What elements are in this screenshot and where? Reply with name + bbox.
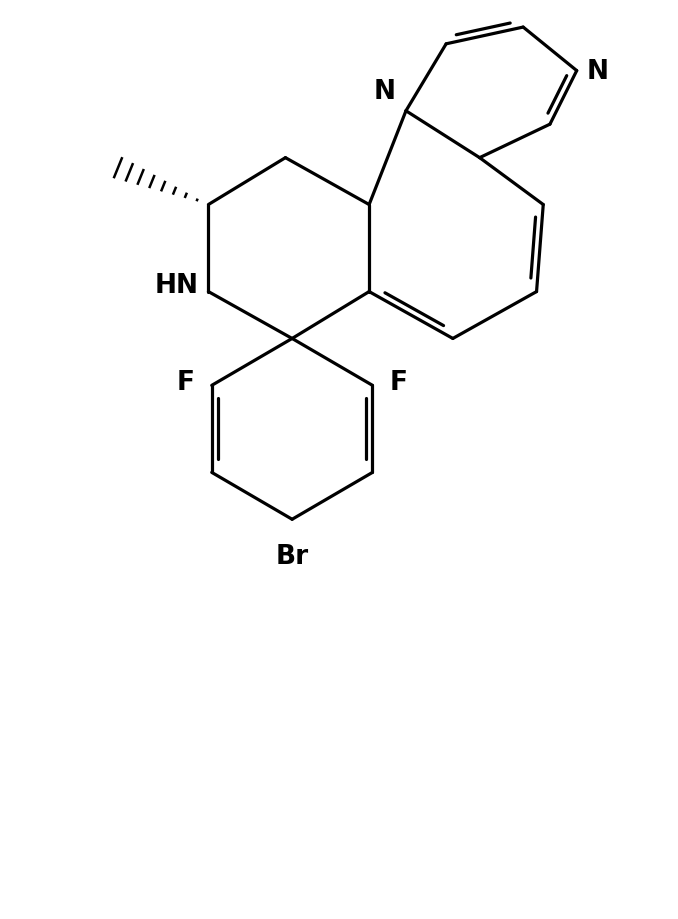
Text: Br: Br <box>275 543 308 569</box>
Text: N: N <box>374 79 396 105</box>
Text: F: F <box>389 369 407 395</box>
Text: HN: HN <box>155 273 199 299</box>
Text: N: N <box>586 59 609 85</box>
Text: F: F <box>177 369 195 395</box>
